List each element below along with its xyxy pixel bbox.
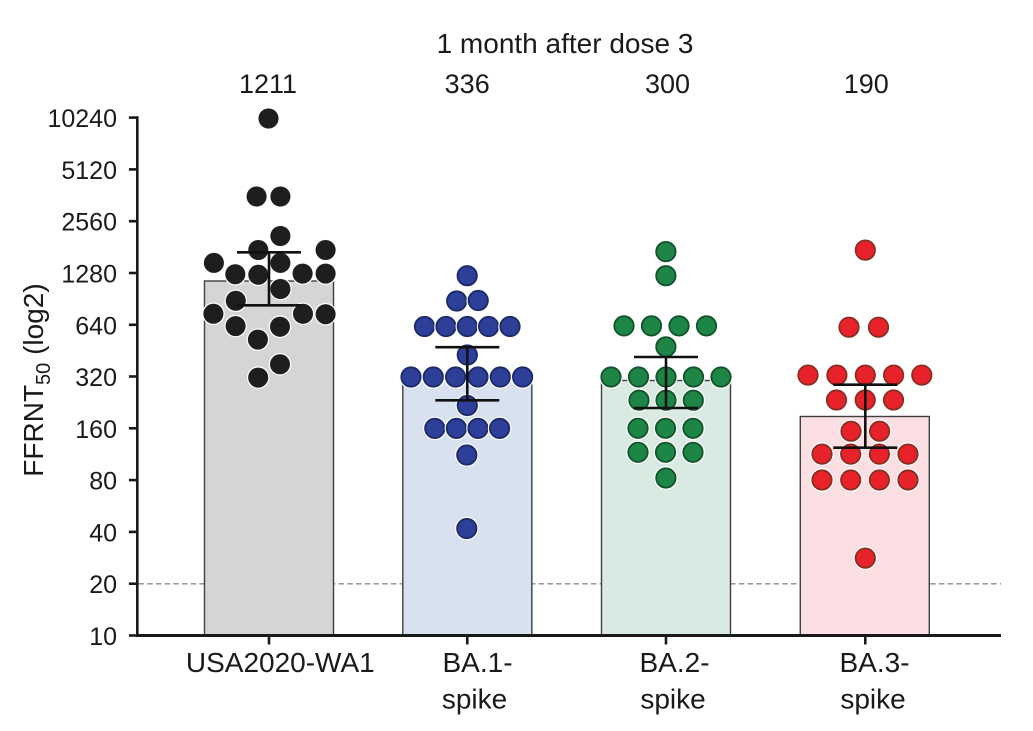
- svg-text:BA.1-: BA.1-: [442, 647, 512, 678]
- svg-text:640: 640: [75, 312, 117, 340]
- svg-text:spike: spike: [640, 684, 705, 715]
- svg-text:10: 10: [89, 623, 117, 651]
- svg-text:5120: 5120: [61, 157, 117, 185]
- svg-text:40: 40: [89, 519, 117, 547]
- svg-text:BA.3-: BA.3-: [839, 647, 909, 678]
- svg-text:BA.2-: BA.2-: [639, 647, 709, 678]
- svg-text:320: 320: [75, 364, 117, 392]
- svg-text:2560: 2560: [61, 209, 117, 237]
- svg-text:USA2020-WA1: USA2020-WA1: [186, 647, 375, 678]
- svg-text:1211: 1211: [239, 69, 297, 99]
- svg-text:336: 336: [445, 69, 490, 99]
- svg-text:190: 190: [844, 69, 889, 99]
- svg-text:20: 20: [89, 571, 117, 599]
- svg-text:10240: 10240: [47, 105, 117, 133]
- svg-text:1 month after dose 3: 1 month after dose 3: [437, 28, 694, 59]
- svg-text:spike: spike: [442, 684, 507, 715]
- svg-text:spike: spike: [840, 684, 905, 715]
- svg-text:1280: 1280: [61, 261, 117, 289]
- svg-text:160: 160: [75, 416, 117, 444]
- svg-text:300: 300: [645, 69, 690, 99]
- svg-text:80: 80: [89, 468, 117, 496]
